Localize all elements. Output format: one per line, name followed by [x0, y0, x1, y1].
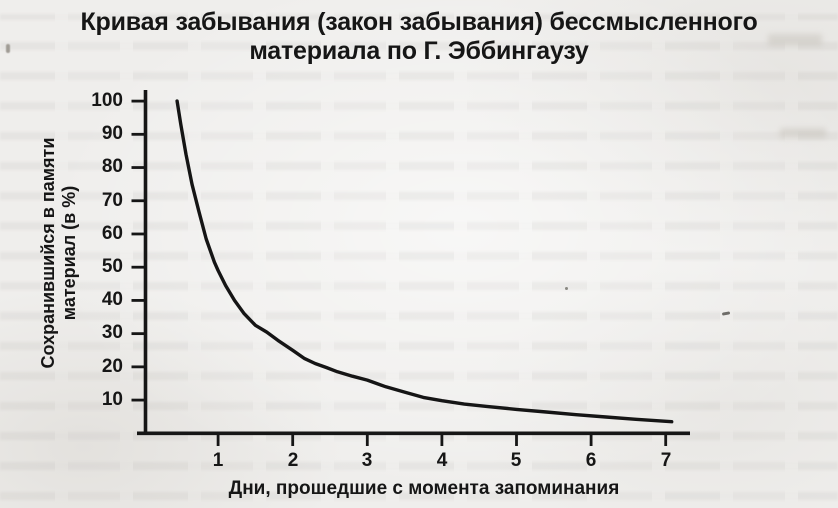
y-tick-label-80: 80 — [101, 156, 123, 177]
y-axis-label-line-1: Сохранившийся в памяти — [38, 137, 58, 369]
y-tick-label-10: 10 — [101, 389, 123, 410]
y-tick-label-70: 70 — [101, 190, 123, 211]
y-tick-label-20: 20 — [101, 356, 123, 377]
x-tick-label-6: 6 — [585, 450, 597, 471]
x-tick-label-4: 4 — [436, 450, 448, 471]
chart-title: Кривая забывания (закон забывания) бессм… — [0, 8, 838, 66]
y-tick-label-90: 90 — [101, 123, 123, 144]
y-tick-label-100: 100 — [91, 90, 123, 111]
retention-curve — [175, 99, 674, 424]
x-tick-label-5: 5 — [510, 450, 522, 471]
y-tick-label-40: 40 — [101, 289, 123, 310]
y-tick-label-50: 50 — [101, 256, 123, 277]
y-tick-label-30: 30 — [101, 322, 123, 343]
scan-smudge — [768, 34, 822, 46]
scan-speck — [565, 287, 568, 290]
x-tick-label-1: 1 — [212, 450, 224, 471]
y-tick-label-60: 60 — [101, 223, 123, 244]
y-axis-label: Сохранившийся в памяти материал (в %) — [38, 118, 80, 388]
scan-speck — [6, 44, 10, 53]
scan-smudge — [780, 128, 826, 138]
x-tick-label-2: 2 — [287, 450, 299, 471]
chart-title-line-2: материала по Г. Эббингаузу — [249, 37, 589, 65]
x-axis-label: Дни, прошедшие с момента запоминания — [228, 478, 620, 499]
chart-title-line-1: Кривая забывания (закон забывания) бессм… — [80, 8, 758, 36]
x-tick-label-7: 7 — [660, 450, 672, 471]
x-tick-label-3: 3 — [361, 450, 373, 471]
